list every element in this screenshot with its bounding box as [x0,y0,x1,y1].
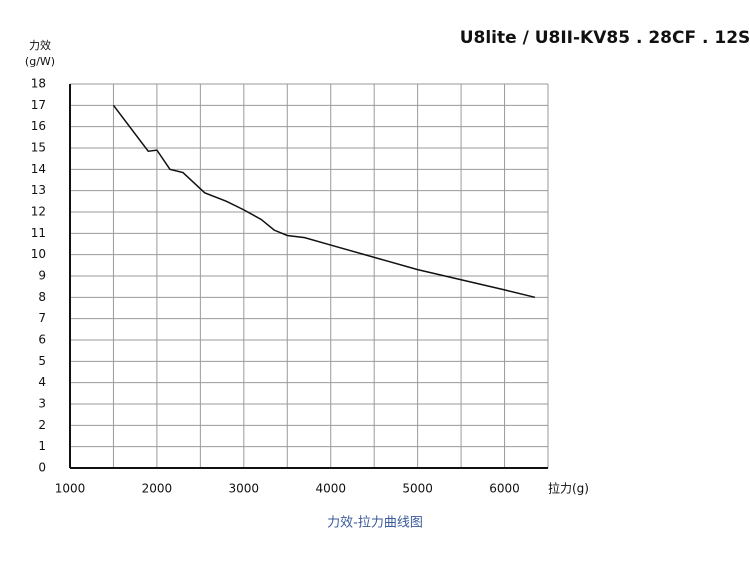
y-tick-label: 8 [38,290,46,304]
y-tick-label: 11 [31,226,46,240]
y-tick-label: 13 [31,183,46,197]
y-tick-label: 2 [38,418,46,432]
x-tick-label: 4000 [315,482,346,496]
y-axis-label: 力效 [29,38,51,52]
y-tick-label: 3 [38,397,46,411]
y-tick-label: 7 [38,311,46,325]
y-tick-label: 16 [31,119,46,133]
y-tick-label: 1 [38,439,46,453]
y-tick-label: 6 [38,333,46,347]
x-tick-label: 6000 [489,482,520,496]
y-tick-label: 12 [31,205,46,219]
x-axis-label: 拉力(g) [548,481,589,496]
x-tick-label: 5000 [402,482,433,496]
y-tick-label: 0 [38,461,46,475]
y-tick-label: 10 [31,247,46,261]
y-axis-label: (g/W) [25,55,55,68]
caption: 力效-拉力曲线图 [327,516,423,531]
y-tick-label: 15 [31,141,46,155]
y-tick-label: 14 [31,162,46,176]
y-tick-label: 9 [38,269,46,283]
y-tick-label: 17 [31,98,46,112]
y-tick-label: 4 [38,375,46,389]
x-tick-label: 1000 [55,482,86,496]
x-tick-label: 2000 [142,482,173,496]
data-line [112,104,536,299]
y-tick-label: 18 [31,77,46,91]
y-tick-label: 5 [38,354,46,368]
chart-title: U8lite / U8II-KV85 . 28CF . 12S [460,28,750,48]
x-tick-label: 3000 [229,482,260,496]
